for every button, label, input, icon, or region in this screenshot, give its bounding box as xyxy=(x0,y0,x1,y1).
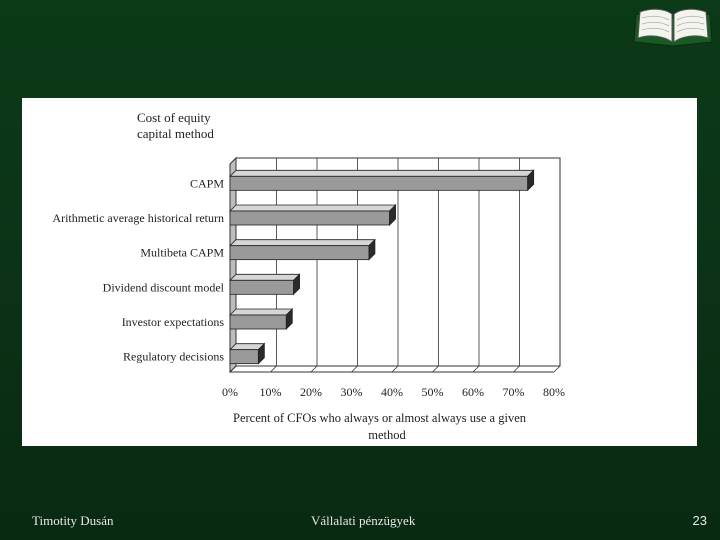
bar-top xyxy=(229,273,301,281)
x-tick-label: 50% xyxy=(422,385,444,399)
x-tick-label: 20% xyxy=(300,385,322,399)
open-book-icon xyxy=(633,8,713,47)
bar-top xyxy=(229,239,376,247)
bar xyxy=(229,210,390,226)
x-axis-label-line: Percent of CFOs who always or almost alw… xyxy=(233,411,527,425)
x-tick-label: 70% xyxy=(503,385,525,399)
x-floor-line xyxy=(270,365,277,373)
chart-title-line: capital method xyxy=(137,126,214,141)
plot-area: 0% 10% 20% 30% 40% 50% 60% 70% 80% CAPM Arithmetic… xyxy=(52,156,565,399)
chart-panel: Cost of equity capital method 0% 10% 20% 30%… xyxy=(22,98,697,446)
bar-end xyxy=(389,204,396,226)
bar-end xyxy=(368,238,376,261)
bar-top xyxy=(229,204,397,212)
x-floor-line xyxy=(351,365,358,373)
footer-course: Vállalati pénzügyek xyxy=(311,513,416,528)
x-tick-label: 10% xyxy=(260,385,282,399)
category-label: Investor expectations xyxy=(122,315,225,329)
page-number: 23 xyxy=(692,513,707,528)
category-label: Arithmetic average historical return xyxy=(52,211,224,225)
bar-end xyxy=(257,342,265,365)
chart-title-line: Cost of equity xyxy=(137,110,211,125)
bar xyxy=(229,279,294,295)
bar-end xyxy=(527,169,535,192)
x-axis-label-line: method xyxy=(368,428,406,442)
x-tick-label: 30% xyxy=(341,385,363,399)
x-floor-line xyxy=(229,365,237,373)
footer-author: Timotity Dusán xyxy=(32,513,114,528)
x-floor-line xyxy=(310,365,318,373)
x-floor-line xyxy=(513,365,520,373)
bar-top xyxy=(229,308,294,316)
x-tick-label: 0% xyxy=(222,385,238,399)
category-label: Multibeta CAPM xyxy=(140,246,224,260)
x-floor-line xyxy=(391,365,399,373)
x-tick-label: 80% xyxy=(543,385,565,399)
x-tick-label: 60% xyxy=(462,385,484,399)
bar xyxy=(229,245,370,261)
bar-end xyxy=(285,308,293,330)
x-tick-label: 40% xyxy=(381,385,403,399)
bar-top xyxy=(229,169,535,177)
category-label: Dividend discount model xyxy=(103,280,225,294)
category-label: Regulatory decisions xyxy=(123,350,224,364)
x-floor-line xyxy=(432,365,439,373)
bar xyxy=(229,314,287,330)
category-label: CAPM xyxy=(190,176,224,190)
x-axis-label: Percent of CFOs who always or almost alw… xyxy=(233,411,527,442)
bar-end xyxy=(293,273,300,296)
bar xyxy=(229,349,259,365)
x-floor-line xyxy=(553,365,561,373)
bar xyxy=(229,175,529,191)
x-floor-line xyxy=(472,365,480,373)
